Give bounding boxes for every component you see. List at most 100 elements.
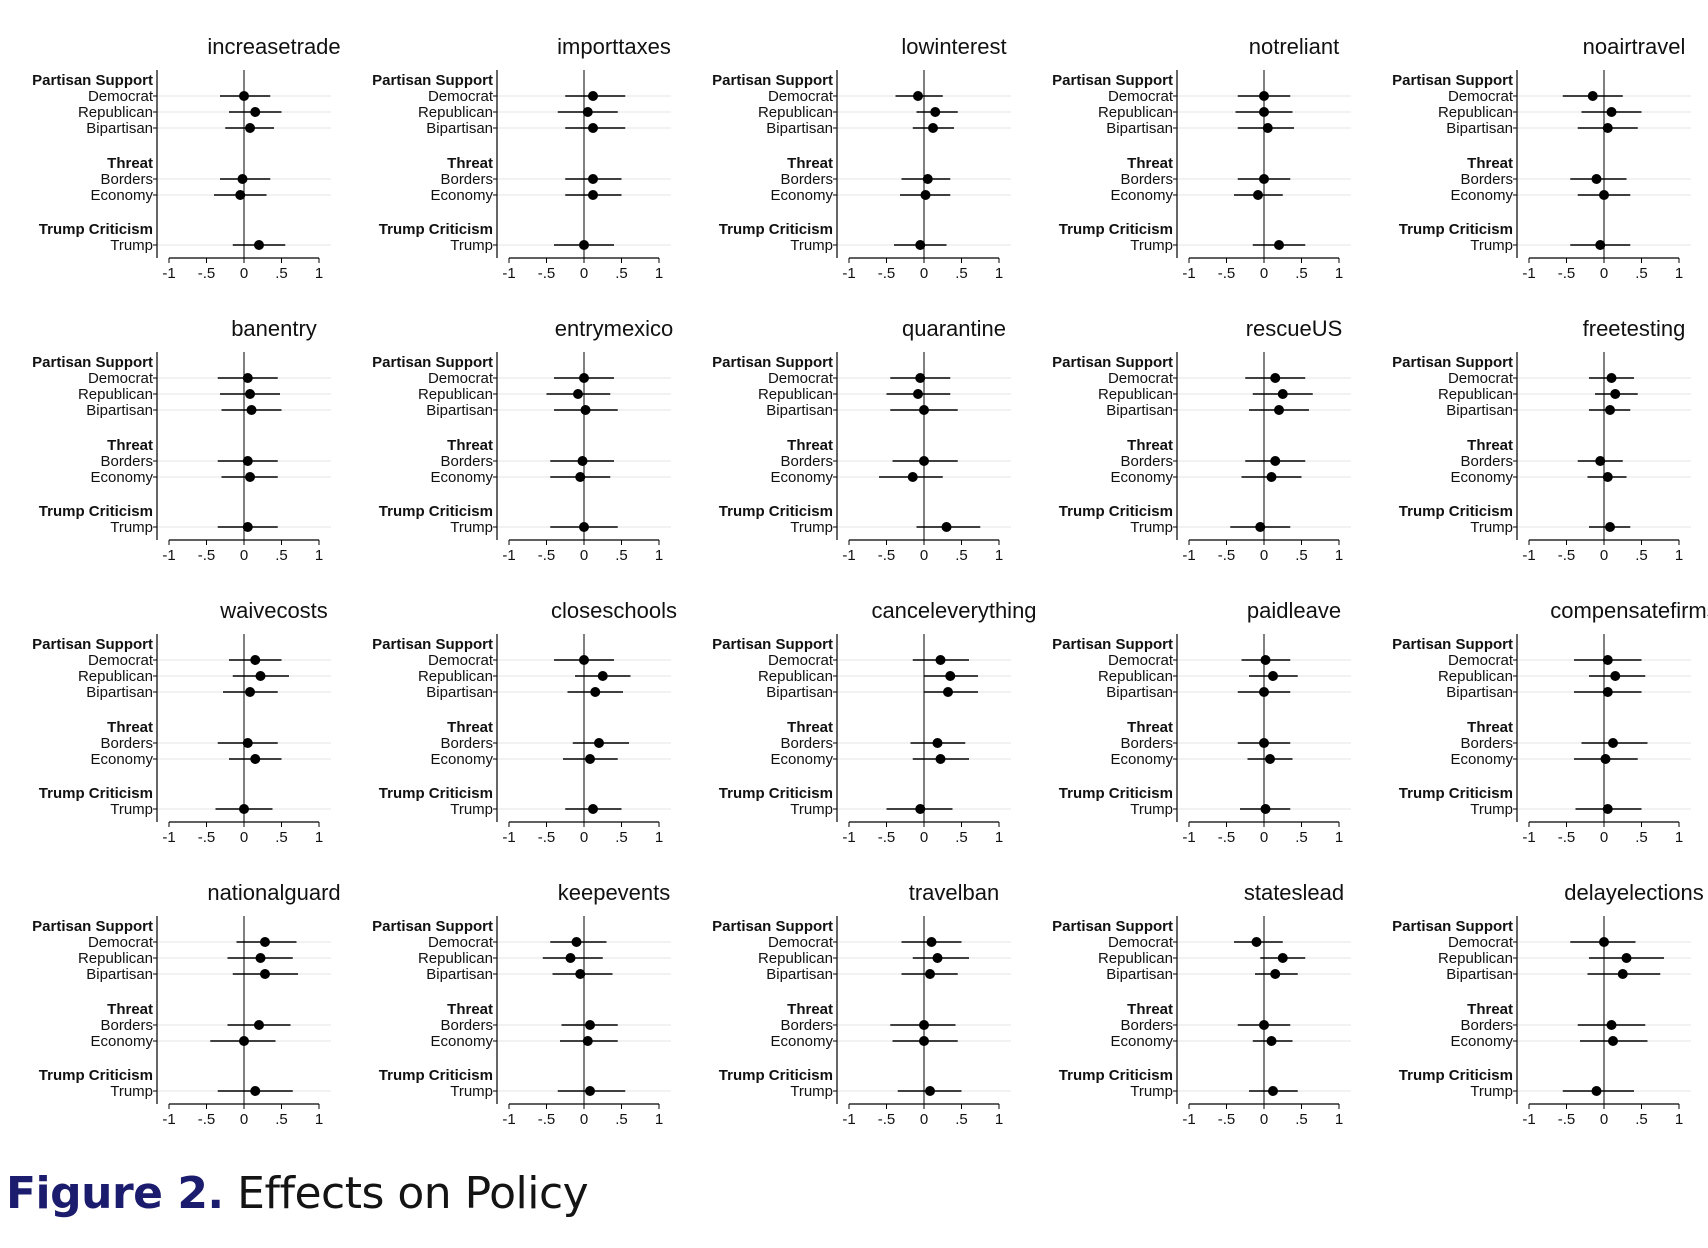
point-estimate [928,123,938,133]
row-label: Economy [430,751,493,768]
point-estimate [585,1086,595,1096]
row-label: Democrat [88,370,154,387]
point-estimate [925,969,935,979]
point-estimate [1259,174,1269,184]
row-label: Republican [758,386,833,403]
point-estimate [915,373,926,383]
panel-title: compensatefirms [1550,598,1708,623]
row-label: Trump [1470,237,1513,254]
group-header: Trump Criticism [379,1067,493,1084]
row-label: Republican [78,668,153,685]
point-estimate [1270,969,1281,979]
row-label: Democrat [428,370,494,387]
x-tick-label: 1 [315,829,323,846]
row-label: Bipartisan [1106,684,1173,701]
row-label: Republican [418,668,493,685]
panel-title: rescueUS [1246,316,1343,341]
x-tick-label: 0 [920,547,928,564]
point-estimate [1591,1086,1602,1096]
point-estimate [1270,456,1281,466]
panel-title: keepevents [558,880,671,905]
x-tick-label: -1 [1182,829,1195,846]
group-header: Trump Criticism [379,785,493,802]
x-tick-label: -.5 [198,547,216,564]
group-header: Partisan Support [372,918,493,935]
group-header: Threat [1127,1001,1173,1018]
x-tick-label: 0 [240,1111,248,1128]
x-tick-label: 0 [1260,829,1268,846]
row-label: Borders [780,735,833,752]
row-label: Borders [1120,735,1173,752]
x-tick-label: -1 [1182,1111,1195,1128]
group-header: Partisan Support [32,918,153,935]
panel-notreliant: notreliant -1 -.5 0 .5 1 Partisan Support Threa… [1052,34,1351,282]
row-label: Bipartisan [86,684,153,701]
row-label: Economy [1450,751,1513,768]
x-tick-label: -1 [1182,265,1195,282]
x-tick-label: 1 [1335,829,1343,846]
point-estimate [597,671,608,681]
group-header: Partisan Support [1392,636,1513,653]
row-label: Democrat [1448,934,1514,951]
panel-paidleave: paidleave -1 -.5 0 .5 1 Partisan Support Threat… [1052,598,1351,846]
point-estimate [1253,190,1263,200]
group-header: Threat [107,1001,153,1018]
group-header: Threat [107,719,153,736]
point-estimate [571,937,582,947]
panel-title: stateslead [1244,880,1344,905]
row-label: Economy [770,1033,833,1050]
row-label: Bipartisan [1106,120,1173,137]
point-estimate [1268,1086,1278,1096]
point-estimate [235,190,246,200]
x-tick-label: 1 [655,265,663,282]
x-tick-label: -.5 [1218,829,1236,846]
panel-freetesting: freetesting -1 -.5 0 .5 1 Partisan Support Thre… [1392,316,1691,564]
row-label: Republican [78,950,153,967]
row-label: Trump [110,801,153,818]
x-tick-label: .5 [1635,547,1648,564]
row-label: Borders [440,453,493,470]
group-header: Partisan Support [1052,918,1173,935]
row-label: Trump [450,801,493,818]
row-label: Economy [1110,1033,1173,1050]
x-tick-label: 0 [580,547,588,564]
point-estimate [915,804,926,814]
x-tick-label: 1 [1335,547,1343,564]
row-label: Republican [418,386,493,403]
group-header: Threat [447,437,493,454]
point-estimate [260,969,270,979]
point-estimate [1602,804,1613,814]
x-tick-label: 1 [315,1111,323,1128]
x-tick-label: 1 [1335,265,1343,282]
row-label: Democrat [1108,652,1174,669]
x-tick-label: .5 [615,547,628,564]
group-header: Threat [1127,719,1173,736]
point-estimate [941,522,952,532]
row-label: Bipartisan [766,966,833,983]
point-estimate [239,91,249,101]
point-estimate [932,953,943,963]
point-estimate [579,522,589,532]
point-estimate [913,389,923,399]
row-label: Borders [100,735,153,752]
x-tick-label: -.5 [878,1111,896,1128]
row-label: Democrat [1108,88,1174,105]
x-tick-label: .5 [275,829,288,846]
x-tick-label: -.5 [198,265,216,282]
x-tick-label: 0 [1260,265,1268,282]
row-label: Bipartisan [1106,402,1173,419]
point-estimate [255,671,266,681]
point-estimate [250,754,261,764]
row-label: Trump [1470,1083,1513,1100]
point-estimate [588,174,598,184]
row-label: Borders [1120,1017,1173,1034]
row-label: Bipartisan [426,966,493,983]
panel-entrymexico: entrymexico -1 -.5 0 .5 1 Partisan Support Thre… [372,316,673,564]
row-label: Bipartisan [426,684,493,701]
x-tick-label: -1 [842,547,855,564]
point-estimate [915,240,926,250]
x-tick-label: 0 [580,265,588,282]
x-tick-label: 1 [1675,265,1683,282]
x-tick-label: -.5 [1558,1111,1576,1128]
panel-title: travelban [909,880,1000,905]
